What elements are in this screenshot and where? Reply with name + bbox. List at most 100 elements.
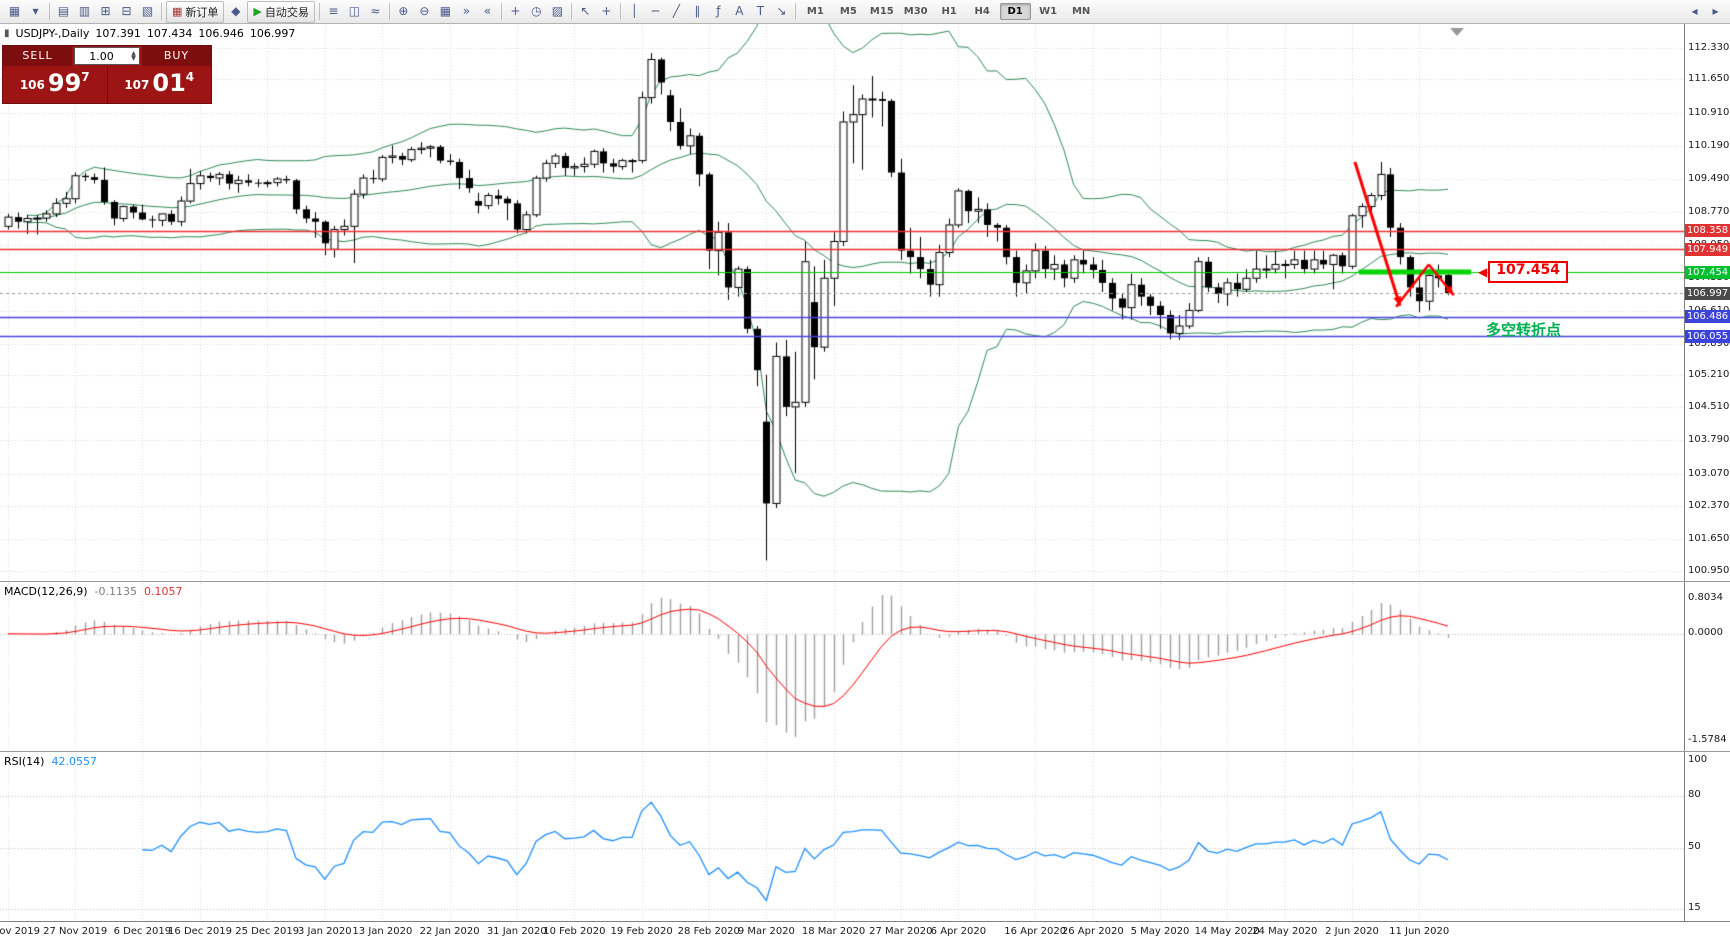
ask-big: 01 xyxy=(152,69,186,97)
price-axis-label: 104.510 xyxy=(1688,401,1730,413)
rsi-value: 42.0557 xyxy=(51,755,97,768)
price-axis-label: 103.070 xyxy=(1688,467,1730,479)
toolbar-separator xyxy=(318,3,320,20)
terminal-icon[interactable]: ⊟ xyxy=(121,4,132,18)
market-watch-icon[interactable]: ▤ xyxy=(57,4,70,18)
new-order-button[interactable]: ▦ 新订单 xyxy=(166,0,225,23)
chart-window-icon: ▮ xyxy=(4,28,10,39)
arrows-icon[interactable]: ↘ xyxy=(776,4,787,18)
main-chart-pane: ▮ USDJPY-,Daily 107.391 107.434 106.946 … xyxy=(0,24,1730,581)
toolbar-separator xyxy=(619,3,621,20)
lot-size-field[interactable]: 1.00 ▲ ▼ xyxy=(74,47,140,65)
lot-up-icon[interactable]: ▲ xyxy=(131,50,136,57)
equidistant-channel-icon[interactable]: ∥ xyxy=(694,4,701,18)
toolbar: ▦ ▾ ▤ ▥ ⊞ ⊟ ▧ ▦ 新订单 ◆ ▶ 自动交易 ≡ ◫ ≈ ⊕ ⊖ ▦» «+ ◷ ▨ ↖ + │ ─ ╱ ∥ ƒ A T ↘ M1… xyxy=(0,0,1730,24)
price-badge: 106.486 xyxy=(1685,310,1730,324)
price-badge: 106.055 xyxy=(1685,329,1730,343)
turning-point-note[interactable]: 多空转折点 xyxy=(1486,320,1562,339)
toolbar-separator xyxy=(388,3,390,20)
buy-button[interactable]: BUY xyxy=(142,46,211,66)
timeframe-m5-button[interactable]: M5 xyxy=(839,6,857,17)
bar-chart-mode-icon[interactable]: ≡ xyxy=(328,4,339,18)
price-axis-label: 105.890 xyxy=(1688,337,1730,349)
zoom-in-icon[interactable]: ⊕ xyxy=(398,4,409,18)
toolbar-separator xyxy=(161,3,162,20)
auto-scroll-icon[interactable]: » xyxy=(462,4,471,18)
main-chart-canvas[interactable] xyxy=(0,24,1684,581)
zoom-out-icon[interactable]: ⊖ xyxy=(419,4,430,18)
price-axis-label: 109.490 xyxy=(1688,172,1730,184)
rsi-pane: RSI(14) 42.0557 100 80 50 15 xyxy=(0,751,1730,922)
quote-open: 107.391 xyxy=(95,27,141,40)
sell-button[interactable]: SELL xyxy=(3,46,72,66)
chart-shift-icon[interactable]: « xyxy=(483,4,492,18)
time-axis-label: 19 Feb 2020 xyxy=(610,926,673,937)
metaeditor-icon[interactable]: ◆ xyxy=(231,4,241,18)
time-axis-label: 28 Feb 2020 xyxy=(677,926,740,937)
toolbar-scroll-right-icon[interactable]: ▸ xyxy=(1712,4,1719,18)
strategy-tester-icon[interactable]: ▧ xyxy=(141,4,154,18)
time-axis-label: 6 Apr 2020 xyxy=(930,926,987,937)
timeframe-h4-button[interactable]: H4 xyxy=(974,6,990,17)
macd-signal-value: 0.1057 xyxy=(144,585,183,598)
timeframe-m1-button[interactable]: M1 xyxy=(806,6,824,17)
ask-sup: 4 xyxy=(185,70,195,84)
rsi-canvas[interactable] xyxy=(0,753,1684,922)
ask-prefix: 107 xyxy=(124,78,150,92)
indicators-icon[interactable]: + xyxy=(510,4,521,18)
horizontal-line-icon[interactable]: ─ xyxy=(651,4,659,18)
profiles-icon[interactable]: ▾ xyxy=(32,4,39,18)
time-axis-label: 24 May 2020 xyxy=(1252,926,1318,937)
crosshair-icon[interactable]: + xyxy=(601,4,612,18)
macd-canvas[interactable] xyxy=(0,583,1684,752)
price-flag-object[interactable]: ◀ 107.454 xyxy=(1478,261,1568,284)
quote-symbol: USDJPY-,Daily xyxy=(15,27,90,40)
new-order-label: 新订单 xyxy=(185,5,219,19)
time-axis-label: 26 Apr 2020 xyxy=(1061,926,1124,937)
periods-icon[interactable]: ◷ xyxy=(531,4,542,18)
text-label-icon[interactable]: T xyxy=(756,4,765,18)
fibonacci-icon[interactable]: ƒ xyxy=(716,4,721,18)
rsi-name: RSI(14) xyxy=(4,755,45,768)
autotrading-icon: ▶ xyxy=(253,5,262,18)
rsi-axis-label: 50 xyxy=(1688,841,1701,853)
new-order-icon: ▦ xyxy=(172,5,183,18)
templates-icon[interactable]: ▨ xyxy=(551,4,564,18)
vertical-line-icon[interactable]: │ xyxy=(630,4,638,18)
timeframe-m30-button[interactable]: M30 xyxy=(903,6,928,17)
macd-axis[interactable]: 0.8034 0.0000 -1.5784 xyxy=(1684,582,1730,751)
price-badge: 108.358 xyxy=(1685,224,1730,238)
data-window-icon[interactable]: ▥ xyxy=(78,4,91,18)
time-axis-label: 5 May 2020 xyxy=(1130,926,1190,937)
macd-axis-label: -1.5784 xyxy=(1688,734,1727,745)
rsi-axis-label: 15 xyxy=(1688,902,1701,913)
ask-price-button[interactable]: 107 01 4 xyxy=(106,66,212,103)
trendline-icon[interactable]: ╱ xyxy=(672,4,680,18)
timeframe-d1-button[interactable]: D1 xyxy=(999,3,1031,20)
timeframe-m15-button[interactable]: M15 xyxy=(869,6,894,17)
new-chart-icon[interactable]: ▦ xyxy=(8,4,21,18)
autotrading-button[interactable]: ▶ 自动交易 xyxy=(247,0,315,23)
tile-windows-icon[interactable]: ▦ xyxy=(439,4,452,18)
navigator-icon[interactable]: ⊞ xyxy=(100,4,111,18)
lot-down-icon[interactable]: ▼ xyxy=(131,55,136,62)
lot-size-value[interactable]: 1.00 xyxy=(89,49,114,63)
autotrading-label: 自动交易 xyxy=(264,5,309,19)
timeframe-mn-button[interactable]: MN xyxy=(1071,6,1091,17)
timeframe-w1-button[interactable]: W1 xyxy=(1039,6,1058,17)
cursor-icon[interactable]: ↖ xyxy=(580,4,591,18)
toolbar-scroll-left-icon[interactable]: ◂ xyxy=(1691,4,1698,18)
lot-stepper[interactable]: ▲ ▼ xyxy=(128,50,139,62)
rsi-label: RSI(14) 42.0557 xyxy=(4,755,97,768)
price-axis[interactable]: 112.330 111.650 110.910 110.190 109.490 108.7… xyxy=(1684,24,1730,581)
line-chart-mode-icon[interactable]: ≈ xyxy=(370,4,381,18)
candlestick-mode-icon[interactable]: ◫ xyxy=(348,4,361,18)
rsi-axis[interactable]: 100 80 50 15 xyxy=(1684,752,1730,921)
toolbar-right-group: ◂ ▸ xyxy=(1684,1,1726,22)
bid-price-button[interactable]: 106 99 7 xyxy=(3,66,107,103)
timeframe-h1-button[interactable]: H1 xyxy=(941,6,957,17)
text-icon[interactable]: A xyxy=(735,4,744,18)
quote-low: 106.946 xyxy=(198,27,244,40)
